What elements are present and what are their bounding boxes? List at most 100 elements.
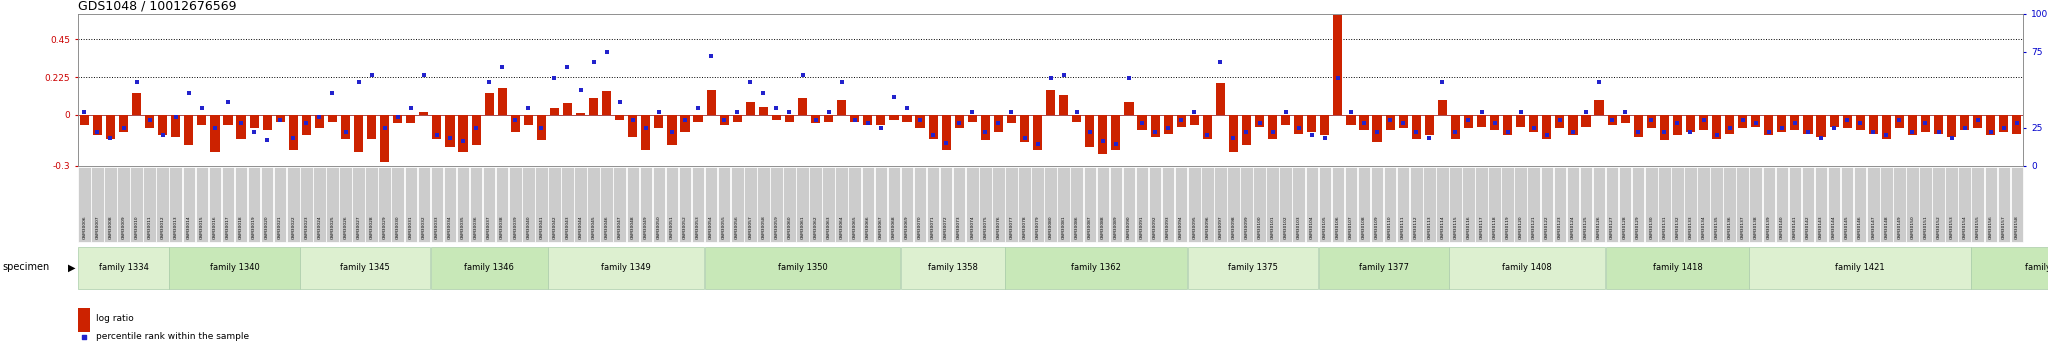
Bar (877, 115, 885, 125)
Point (838, 117, 870, 123)
Text: GSM30119: GSM30119 (1505, 215, 1509, 239)
Bar (1749, 167, 1761, 241)
Point (160, 114, 193, 120)
Point (563, 87, 596, 92)
Bar (692, 167, 705, 241)
Point (918, 132, 950, 138)
Bar (1386, 115, 1395, 130)
Point (395, 105, 428, 111)
Bar (1006, 167, 1018, 241)
Bar (889, 115, 899, 120)
Text: GSM30106: GSM30106 (1335, 215, 1339, 239)
Bar (1438, 100, 1448, 115)
Bar (313, 167, 326, 241)
Text: GSM30135: GSM30135 (1714, 215, 1718, 239)
Text: GSM30050: GSM30050 (657, 215, 662, 239)
Text: GSM30076: GSM30076 (997, 215, 999, 239)
Bar (1530, 115, 1538, 132)
Bar (432, 115, 442, 139)
Bar (469, 167, 483, 241)
Point (199, 125, 231, 130)
Text: GSM30078: GSM30078 (1022, 215, 1026, 239)
Bar (352, 167, 365, 241)
Point (1896, 129, 1929, 135)
Bar (770, 167, 782, 241)
Point (1178, 110, 1210, 115)
Bar (430, 247, 547, 289)
Bar (954, 115, 965, 128)
Text: GSM30142: GSM30142 (1806, 215, 1810, 239)
Bar (1513, 167, 1528, 241)
Bar (602, 91, 610, 115)
Bar (78, 308, 90, 332)
Bar (1384, 167, 1397, 241)
Text: GSM30123: GSM30123 (1559, 215, 1563, 239)
Bar (743, 167, 756, 241)
Bar (680, 115, 690, 132)
Point (1479, 120, 1511, 126)
Point (864, 125, 897, 130)
Point (172, 90, 205, 96)
Text: GSM30141: GSM30141 (1792, 215, 1796, 239)
Bar (1815, 167, 1827, 241)
Text: GSM30081: GSM30081 (1061, 215, 1065, 239)
Bar (1671, 167, 1683, 241)
Bar (1827, 167, 1841, 241)
Bar (952, 167, 965, 241)
Text: GSM30100: GSM30100 (1257, 215, 1262, 239)
Bar (1710, 167, 1722, 241)
Bar (1360, 115, 1368, 130)
Point (1765, 125, 1798, 130)
Bar (535, 167, 547, 241)
Text: GSM30117: GSM30117 (1479, 215, 1483, 239)
Text: GSM30035: GSM30035 (461, 215, 465, 239)
Text: GSM30067: GSM30067 (879, 215, 883, 239)
Bar (1253, 167, 1266, 241)
Point (1401, 129, 1434, 135)
Point (354, 72, 387, 77)
Bar (145, 115, 154, 128)
Bar (1096, 167, 1110, 241)
Bar (549, 247, 705, 289)
Text: GSM30028: GSM30028 (369, 215, 373, 239)
Text: GSM30080: GSM30080 (1049, 215, 1053, 239)
Point (1425, 79, 1458, 85)
Bar (719, 115, 729, 125)
Point (381, 114, 414, 120)
Point (1217, 136, 1249, 141)
Text: GSM30101: GSM30101 (1270, 215, 1274, 239)
Bar (223, 115, 233, 125)
Point (643, 110, 676, 115)
Point (1112, 75, 1145, 80)
Bar (1137, 115, 1147, 130)
Bar (1032, 167, 1044, 241)
Bar (80, 115, 88, 125)
Bar (1346, 115, 1356, 125)
Point (225, 120, 258, 126)
Bar (1268, 115, 1278, 139)
Bar (1176, 167, 1188, 241)
Point (748, 90, 780, 96)
Point (877, 95, 909, 100)
Bar (573, 167, 588, 241)
Bar (1202, 115, 1212, 139)
Bar (1829, 115, 1839, 127)
Point (981, 120, 1014, 126)
Point (694, 53, 727, 59)
Text: GSM30065: GSM30065 (852, 215, 856, 239)
Text: GSM30070: GSM30070 (918, 215, 922, 239)
Text: GSM30099: GSM30099 (1245, 215, 1249, 239)
Text: GSM30053: GSM30053 (696, 215, 700, 239)
Bar (1972, 115, 1982, 128)
Point (1700, 132, 1733, 138)
Text: GSM30045: GSM30045 (592, 215, 596, 239)
Text: GSM30111: GSM30111 (1401, 215, 1405, 239)
Bar (471, 115, 481, 145)
Bar (1149, 167, 1161, 241)
Bar (838, 100, 846, 115)
Point (1518, 125, 1550, 130)
Bar (887, 167, 901, 241)
Text: GSM30031: GSM30031 (410, 215, 414, 239)
Bar (1319, 247, 1448, 289)
Bar (301, 247, 430, 289)
